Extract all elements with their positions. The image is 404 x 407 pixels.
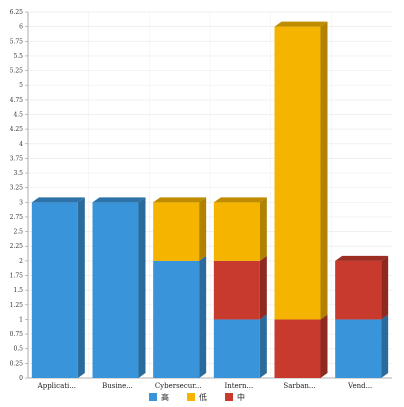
axes: [25, 11, 392, 379]
bar-group-5[interactable]: [274, 21, 328, 378]
bar-group-2[interactable]: [92, 197, 146, 378]
y-axis-ticks: 0 0.25 0.5 0.75 1 1.25 1.5 1.75 2 2.25 2.5 2.75 3 3.2…: [10, 9, 24, 382]
y-tick-label: 0.75: [10, 331, 24, 338]
bar-side: [199, 255, 207, 378]
legend-swatch: [187, 393, 195, 401]
bar-segment[interactable]: [335, 319, 382, 378]
legend-swatch: [149, 393, 157, 401]
bar-top: [274, 21, 328, 27]
bar-side: [320, 21, 328, 320]
y-tick-label: 2.25: [10, 243, 24, 250]
bar-side: [259, 255, 267, 320]
y-tick-label: 5: [19, 82, 23, 89]
bar-top: [335, 255, 389, 261]
legend[interactable]: 高低中: [149, 392, 245, 402]
y-tick-label: 4.75: [10, 97, 24, 104]
y-tick-label: 3.25: [10, 185, 24, 192]
y-tick-label: 3.5: [13, 170, 23, 177]
bar-side: [381, 255, 389, 320]
x-tick-label: Applicati...: [37, 382, 76, 390]
y-tick-label: 0.25: [10, 360, 24, 367]
bar-segment[interactable]: [92, 202, 139, 378]
bar-side: [259, 197, 267, 261]
y-tick-label: 2.75: [10, 214, 24, 221]
bar-top: [92, 197, 146, 203]
x-tick-label: Vend...: [347, 382, 372, 390]
y-tick-label: 5.75: [10, 38, 24, 45]
legend-label: 低: [199, 392, 207, 402]
bars: [31, 21, 389, 378]
legend-label: 高: [161, 392, 169, 402]
y-tick-label: 4.5: [13, 111, 23, 118]
legend-item[interactable]: 中: [225, 392, 245, 402]
bar-segment[interactable]: [31, 202, 78, 378]
bar-segment[interactable]: [335, 260, 382, 320]
bar-top: [31, 197, 85, 203]
y-tick-label: 2.5: [13, 229, 23, 236]
legend-swatch: [225, 393, 233, 401]
y-tick-label: 5.25: [10, 68, 24, 75]
y-tick-label: 1: [19, 316, 23, 323]
y-tick-label: 6.25: [10, 9, 24, 16]
bar-segment[interactable]: [213, 202, 260, 261]
y-tick-label: 4.25: [10, 126, 24, 133]
y-tick-label: 3.75: [10, 155, 24, 162]
legend-item[interactable]: 低: [187, 392, 207, 402]
bar-group-3[interactable]: [153, 197, 207, 378]
bar-side: [138, 197, 146, 378]
x-tick-label: Sarban...: [283, 382, 315, 390]
bar-top: [153, 197, 207, 203]
x-tick-label: Busine...: [102, 382, 133, 390]
y-tick-label: 4: [19, 141, 23, 148]
y-tick-label: 1.75: [10, 273, 24, 280]
y-tick-label: 3: [19, 199, 23, 206]
legend-item[interactable]: 高: [149, 392, 169, 402]
bar-segment[interactable]: [213, 319, 260, 378]
bar-side: [259, 314, 267, 378]
bar-side: [199, 197, 207, 261]
bar-side: [381, 314, 389, 378]
bar-group-1[interactable]: [31, 197, 85, 378]
bar-segment[interactable]: [153, 260, 200, 378]
bar-group-4[interactable]: [213, 197, 267, 378]
x-tick-label: Cybersecur...: [155, 382, 202, 390]
bar-group-6[interactable]: [335, 255, 389, 378]
x-axis-ticks: Applicati... Busine... Cybersecur... Intern…: [37, 382, 373, 390]
bar-segment[interactable]: [213, 260, 260, 320]
bar-segment[interactable]: [153, 202, 200, 261]
y-tick-label: 0: [19, 375, 23, 382]
bar-segment[interactable]: [274, 319, 321, 378]
bar-side: [320, 314, 328, 378]
bar-segment[interactable]: [274, 26, 321, 320]
y-tick-label: 5.5: [13, 53, 23, 60]
y-tick-label: 2: [19, 258, 23, 265]
y-tick-label: 1.5: [13, 287, 23, 294]
y-tick-label: 0.5: [13, 346, 23, 353]
legend-label: 中: [237, 392, 245, 402]
bar-side: [77, 197, 85, 378]
bar-top: [213, 197, 267, 203]
y-tick-label: 1.25: [10, 302, 24, 309]
x-tick-label: Intern...: [224, 382, 253, 390]
y-tick-label: 6: [19, 24, 23, 31]
gridlines: [28, 11, 392, 378]
